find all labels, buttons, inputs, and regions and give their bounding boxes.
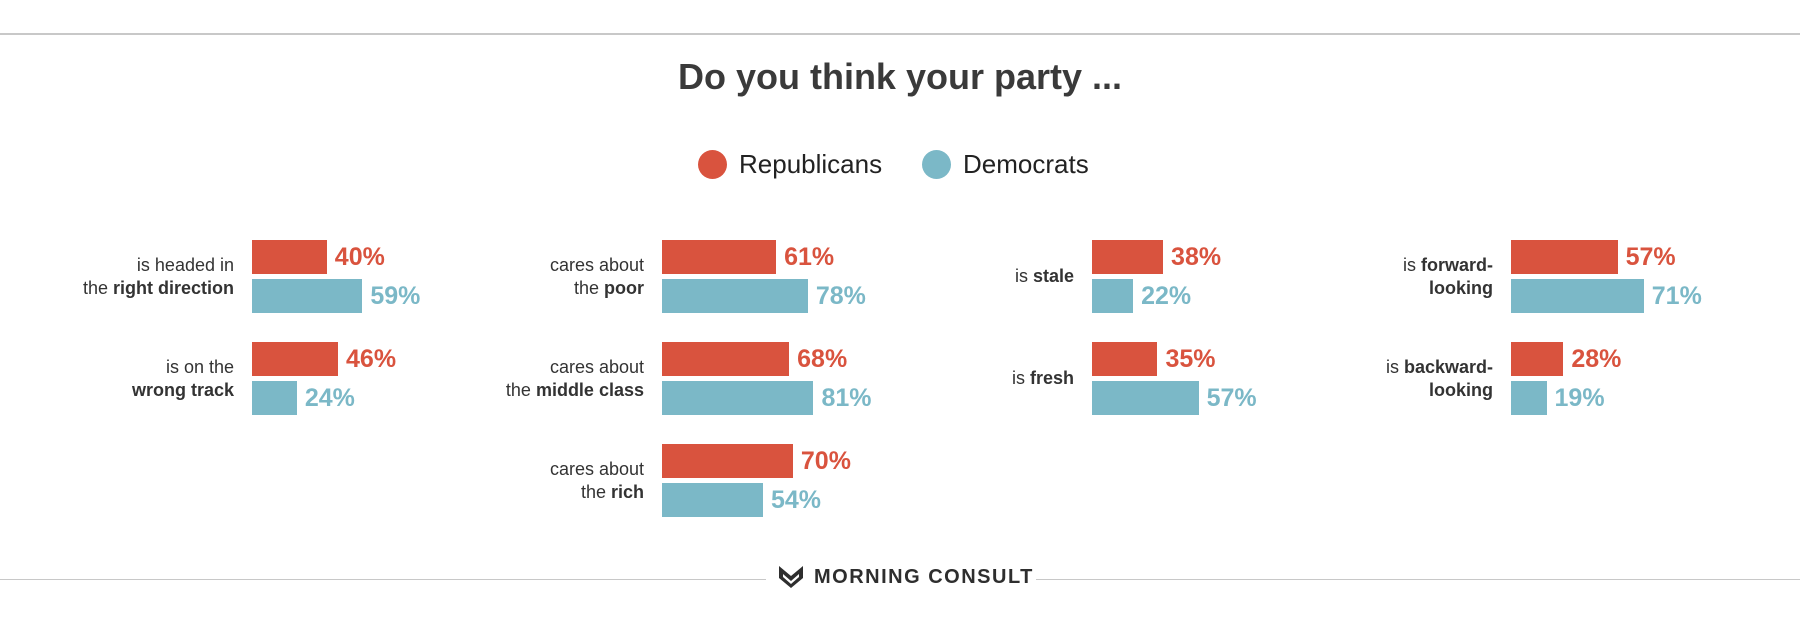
row-label-part: the bbox=[82, 277, 113, 298]
legend-swatch-republicans bbox=[698, 149, 727, 179]
row-label-part: middle class bbox=[535, 379, 644, 400]
row-label-part: right direction bbox=[113, 277, 234, 298]
legend-label-republicans: Republicans bbox=[739, 148, 883, 179]
row-label-part: backward- bbox=[1403, 356, 1493, 377]
bar-republicans bbox=[1092, 240, 1164, 274]
bar-republicans bbox=[252, 342, 339, 376]
value-label-republicans: 28% bbox=[1571, 345, 1622, 373]
bar-democrats bbox=[252, 381, 297, 415]
value-label-democrats: 19% bbox=[1554, 384, 1605, 412]
row-label-part: poor bbox=[604, 277, 644, 298]
row-label: is forward-looking bbox=[1273, 254, 1493, 300]
bottom-divider-left bbox=[0, 579, 766, 580]
row-label: is headed in the right direction bbox=[14, 254, 234, 300]
row-label-part: is headed in bbox=[136, 254, 234, 275]
footer-brand: MORNING CONSULT bbox=[778, 562, 1034, 592]
row-label: is backward-looking bbox=[1273, 356, 1493, 402]
row-label: is on the wrong track bbox=[14, 356, 234, 402]
bar-republicans bbox=[252, 240, 327, 274]
value-label-republicans: 70% bbox=[800, 447, 851, 475]
bar-republicans bbox=[662, 444, 793, 478]
bottom-divider-right bbox=[1036, 579, 1800, 580]
value-label-republicans: 38% bbox=[1171, 243, 1222, 271]
row-label-part: the bbox=[573, 277, 604, 298]
row-label-part: the bbox=[505, 379, 536, 400]
bar-democrats bbox=[662, 381, 814, 415]
brand-name: MORNING CONSULT bbox=[814, 565, 1034, 588]
bar-republicans bbox=[1511, 240, 1618, 274]
value-label-democrats: 22% bbox=[1141, 282, 1192, 310]
value-label-republicans: 61% bbox=[784, 243, 835, 271]
value-label-democrats: 54% bbox=[770, 486, 822, 514]
row-label: cares about the poor bbox=[424, 254, 644, 300]
value-label-democrats: 71% bbox=[1651, 282, 1702, 310]
value-label-democrats: 81% bbox=[821, 384, 872, 412]
legend: Republicans Democrats bbox=[0, 144, 1800, 184]
row-label-part: cares about bbox=[549, 356, 644, 377]
bar-democrats bbox=[252, 279, 363, 313]
row-label-part: is bbox=[1403, 254, 1421, 275]
bar-democrats bbox=[1092, 279, 1134, 313]
value-label-republicans: 35% bbox=[1165, 345, 1216, 373]
row-label: is stale bbox=[854, 265, 1074, 288]
value-label-democrats: 57% bbox=[1206, 384, 1257, 412]
legend-item-democrats: Democrats bbox=[922, 144, 1089, 184]
row-label-part: is on the bbox=[165, 356, 234, 377]
row-label-part: rich bbox=[610, 481, 644, 502]
value-label-republicans: 68% bbox=[797, 345, 848, 373]
row-label-part: is bbox=[1011, 368, 1030, 388]
legend-swatch-democrats bbox=[922, 149, 951, 179]
row-label-part: is bbox=[1014, 266, 1033, 286]
bar-democrats bbox=[1511, 381, 1547, 415]
value-label-democrats: 78% bbox=[815, 282, 866, 310]
value-label-republicans: 57% bbox=[1625, 243, 1676, 271]
row-label: is fresh bbox=[854, 367, 1074, 390]
row-label: cares about the rich bbox=[424, 458, 644, 504]
chart-title: Do you think your party ... bbox=[677, 56, 1123, 97]
bar-republicans bbox=[1092, 342, 1158, 376]
value-label-democrats: 59% bbox=[370, 282, 421, 310]
legend-item-republicans: Republicans bbox=[698, 144, 882, 184]
bar-republicans bbox=[662, 342, 790, 376]
row-label-part: fresh bbox=[1029, 368, 1074, 388]
row-label-part: forward- bbox=[1421, 254, 1493, 275]
row-label-part: is bbox=[1385, 356, 1404, 377]
row-label-part: looking bbox=[1429, 379, 1493, 400]
morning-consult-logo-icon bbox=[779, 566, 803, 588]
row-label: cares about the middle class bbox=[424, 356, 644, 402]
row-label-part: stale bbox=[1032, 266, 1074, 286]
value-label-republicans: 40% bbox=[334, 243, 385, 271]
bar-republicans bbox=[1511, 342, 1564, 376]
top-divider bbox=[0, 33, 1800, 35]
row-label-part: cares about bbox=[549, 458, 644, 479]
row-label-part: looking bbox=[1429, 277, 1493, 298]
bar-democrats bbox=[662, 483, 763, 517]
bar-democrats bbox=[1092, 381, 1199, 415]
bar-republicans bbox=[662, 240, 777, 274]
row-label-part: cares about bbox=[549, 254, 644, 275]
legend-label-democrats: Democrats bbox=[963, 148, 1089, 179]
bar-democrats bbox=[662, 279, 808, 313]
value-label-republicans: 46% bbox=[346, 345, 397, 373]
value-label-democrats: 24% bbox=[304, 384, 355, 412]
bar-democrats bbox=[1511, 279, 1644, 313]
row-label-part: wrong track bbox=[131, 379, 234, 400]
row-label-part: the bbox=[580, 481, 611, 502]
